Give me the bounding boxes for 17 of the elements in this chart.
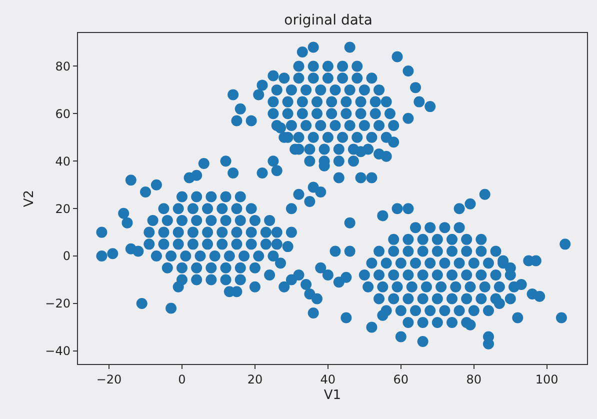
y-tick-label: 0 (62, 249, 70, 264)
y-tick-label: −20 (45, 296, 70, 311)
x-tick-label: −20 (96, 372, 122, 386)
x-tick-label: 100 (535, 372, 558, 386)
x-tick-label: 20 (247, 372, 263, 386)
y-tick-label: 20 (55, 202, 70, 216)
x-tick-label: 40 (320, 372, 336, 386)
y-tick-label: 60 (55, 106, 70, 121)
y-tick-label: 80 (55, 59, 70, 74)
x-tick-label: 0 (178, 372, 186, 386)
x-axis-title: V1 (324, 388, 342, 404)
x-tick-label: 80 (466, 372, 482, 386)
chart-title: original data (284, 12, 373, 28)
y-axis-title: V2 (22, 190, 38, 208)
y-tick-label: 40 (55, 154, 70, 168)
y-tick-label: −40 (45, 344, 70, 358)
x-tick-label: 60 (393, 372, 409, 386)
